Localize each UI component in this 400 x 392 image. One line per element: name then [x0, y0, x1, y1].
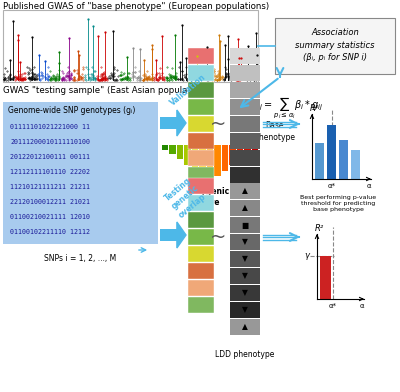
Bar	[230, 200, 260, 216]
Text: ▲: ▲	[242, 203, 248, 212]
Bar	[275, 18, 395, 74]
Text: Validation: Validation	[168, 73, 207, 108]
Bar	[3, 102, 158, 244]
Text: 20122012100111 00111: 20122012100111 00111	[10, 154, 90, 160]
Bar	[230, 116, 260, 132]
Bar	[188, 48, 214, 64]
Bar	[230, 167, 260, 183]
Text: Testing
genetic
overlap: Testing genetic overlap	[163, 175, 208, 220]
Bar	[230, 82, 260, 98]
Text: Base
phenotype: Base phenotype	[254, 121, 296, 142]
Text: R²: R²	[315, 224, 324, 233]
Bar	[3, 10, 258, 82]
Bar	[188, 195, 214, 211]
Bar	[160, 117, 177, 129]
Bar	[177, 145, 183, 159]
Text: SNPs i = 1, 2, ..., M: SNPs i = 1, 2, ..., M	[44, 254, 117, 263]
Text: ~: ~	[210, 227, 226, 247]
Bar	[207, 145, 213, 180]
Bar	[230, 65, 260, 81]
Text: GWAS "testing sample" (East Asian populations): GWAS "testing sample" (East Asian popula…	[3, 86, 212, 95]
Text: α: α	[360, 303, 364, 309]
Text: ▲: ▲	[242, 323, 248, 332]
Text: Individuals j = 1, 2, ..., N: Individuals j = 1, 2, ..., N	[0, 130, 1, 216]
Text: ~: ~	[210, 114, 226, 134]
Bar	[199, 145, 206, 176]
Bar	[230, 268, 260, 284]
Bar	[230, 133, 260, 149]
Bar	[327, 125, 336, 179]
Text: ▼: ▼	[242, 289, 248, 298]
Bar	[320, 256, 331, 299]
Text: Best performing p-value
threshold for predicting
base phenotype: Best performing p-value threshold for pr…	[300, 195, 376, 212]
Text: γ: γ	[304, 251, 309, 260]
Text: ▼: ▼	[242, 254, 248, 263]
Bar	[230, 234, 260, 250]
Polygon shape	[177, 222, 186, 248]
Text: ▼: ▼	[242, 272, 248, 281]
Bar	[188, 150, 214, 166]
Text: α*: α*	[328, 303, 336, 309]
Bar	[222, 145, 228, 171]
Bar	[188, 82, 214, 98]
Text: 01100210021111 12010: 01100210021111 12010	[10, 214, 90, 220]
Bar	[188, 99, 214, 115]
Bar	[230, 217, 260, 233]
Bar	[188, 65, 214, 81]
Text: R²: R²	[310, 104, 319, 113]
Text: α*: α*	[328, 183, 336, 189]
Text: 22120100012211 21021: 22120100012211 21021	[10, 199, 90, 205]
Text: α: α	[367, 183, 371, 189]
Bar	[351, 150, 360, 179]
Text: LDD phenotype: LDD phenotype	[215, 350, 275, 359]
Text: Published GWAS of "base phenotype" (European populations): Published GWAS of "base phenotype" (Euro…	[3, 2, 269, 11]
Bar	[339, 140, 348, 179]
Bar	[252, 145, 258, 150]
Bar	[230, 285, 260, 301]
Bar	[244, 145, 251, 154]
Text: 11210121111211 21211: 11210121111211 21211	[10, 184, 90, 190]
Bar	[230, 150, 260, 166]
Bar	[230, 302, 260, 318]
Bar	[188, 246, 214, 262]
Bar	[184, 145, 191, 165]
Text: 01111101021221000 11: 01111101021221000 11	[10, 124, 90, 130]
Bar	[188, 178, 214, 194]
Bar	[188, 212, 214, 228]
Bar	[230, 251, 260, 267]
Text: ▼: ▼	[242, 238, 248, 247]
Bar	[188, 116, 214, 132]
Bar	[315, 143, 324, 179]
Bar	[230, 319, 260, 335]
Bar	[188, 167, 214, 183]
Text: 12112111101110 22202: 12112111101110 22202	[10, 169, 90, 175]
Bar	[188, 263, 214, 279]
Polygon shape	[177, 110, 186, 136]
Bar	[188, 280, 214, 296]
Text: Association
summary statistics
(βᵢ, pᵢ for SNP i): Association summary statistics (βᵢ, pᵢ f…	[295, 28, 375, 62]
Text: 20111200010111110100: 20111200010111110100	[10, 139, 90, 145]
Bar	[230, 48, 260, 64]
Bar	[192, 145, 198, 171]
Bar	[230, 99, 260, 115]
Bar	[169, 145, 176, 154]
Bar	[230, 183, 260, 199]
Text: ▲: ▲	[242, 187, 248, 196]
Bar	[188, 229, 214, 245]
Bar	[188, 297, 214, 313]
Bar	[162, 145, 168, 150]
Text: 01100102211110 12112: 01100102211110 12112	[10, 229, 90, 235]
Text: $PGS_j = \sum_{p_i \leq \alpha_i} \beta_i * g_{ij}$: $PGS_j = \sum_{p_i \leq \alpha_i} \beta_…	[240, 96, 323, 121]
Text: ■: ■	[241, 221, 249, 229]
Bar	[229, 145, 236, 165]
Bar	[188, 133, 214, 149]
Text: Polygenic
score: Polygenic score	[187, 187, 229, 207]
Text: ▼: ▼	[242, 305, 248, 314]
Bar	[237, 145, 243, 159]
Bar	[160, 229, 177, 241]
Text: Genome-wide SNP genotypes (gᵢ): Genome-wide SNP genotypes (gᵢ)	[8, 106, 135, 115]
Bar	[214, 145, 221, 176]
